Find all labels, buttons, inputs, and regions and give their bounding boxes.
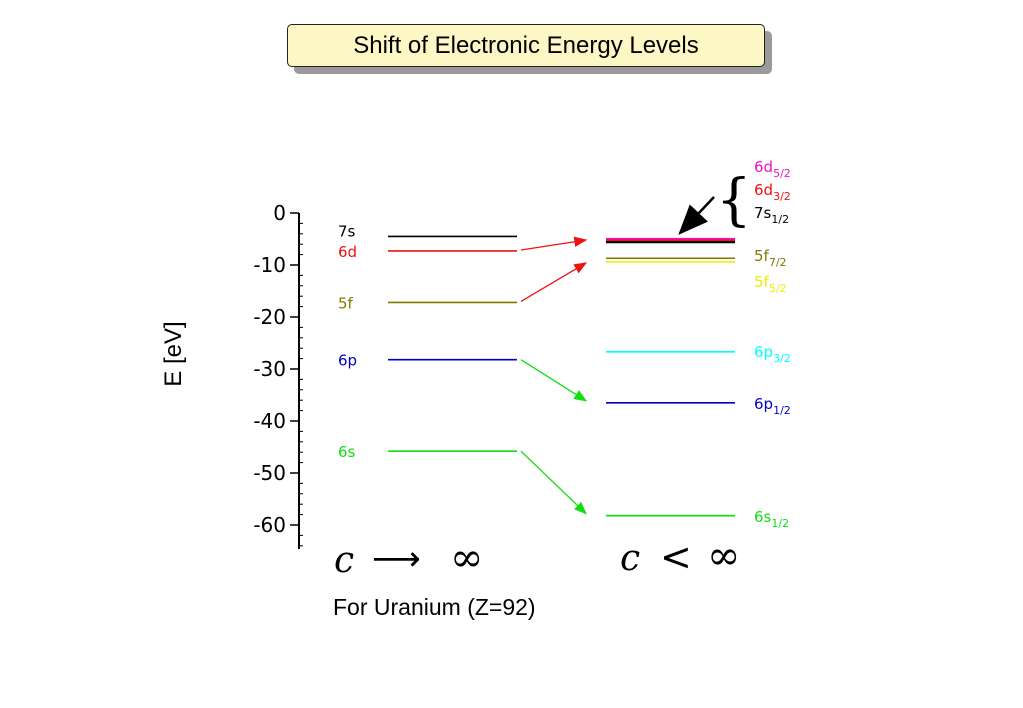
brace-pointer-arrow <box>678 196 715 235</box>
shift-arrow <box>520 450 587 515</box>
page-title: Shift of Electronic Energy Levels <box>287 24 765 67</box>
infinity-symbol-rel: ∞ <box>707 533 740 579</box>
level-label-main: 5f <box>754 247 770 265</box>
level-label-subscript: 1/2 <box>773 404 791 417</box>
less-than-symbol: < <box>660 535 692 579</box>
level-label-left: 7s <box>338 222 356 240</box>
y-tick-label: -30 <box>253 357 286 381</box>
shift-arrow <box>520 262 588 302</box>
level-label-right: 6s1/2 <box>754 508 789 530</box>
level-label-subscript: 3/2 <box>773 190 791 203</box>
shift-arrow <box>520 236 588 251</box>
infinity-symbol: ∞ <box>450 535 483 581</box>
level-label-main: 6p <box>754 343 773 361</box>
caption: For Uranium (Z=92) <box>333 594 536 620</box>
level-label-subscript: 5/2 <box>773 167 791 180</box>
level-label-left: 6s <box>338 443 356 461</box>
y-tick-label: -50 <box>253 461 286 485</box>
level-label-main: 6p <box>754 395 773 413</box>
level-label-right: 6d3/2 <box>754 181 791 203</box>
brace-symbol: { <box>716 168 752 233</box>
y-tick-label: -60 <box>253 513 286 537</box>
level-label-right: 5f7/2 <box>754 247 787 269</box>
regime-c-symbol-rel: c <box>620 538 640 579</box>
level-label-main: 6d <box>754 158 773 176</box>
level-label-right: 6d5/2 <box>754 158 791 180</box>
regime-label-relativistic: c < ∞ <box>620 533 740 579</box>
y-tick-label: -20 <box>253 305 286 329</box>
regime-label-nonrelativistic: c ⟶ ∞ <box>334 535 483 581</box>
level-label-right: 7s1/2 <box>754 204 789 226</box>
y-tick-label: -10 <box>253 253 286 277</box>
level-label-main: 7s <box>754 204 772 222</box>
level-label-main: 5f <box>754 273 770 291</box>
level-label-subscript: 1/2 <box>771 213 789 226</box>
y-tick-label: -40 <box>253 409 286 433</box>
level-label-left: 6d <box>338 243 357 261</box>
arrow-symbol: ⟶ <box>372 539 421 579</box>
level-label-main: 6s <box>754 508 772 526</box>
level-label-left: 5f <box>338 294 354 312</box>
level-label-main: 6d <box>754 181 773 199</box>
level-label-subscript: 3/2 <box>773 352 791 365</box>
shift-arrow <box>520 359 588 402</box>
level-label-subscript: 1/2 <box>771 517 789 530</box>
level-label-right: 6p3/2 <box>754 343 791 365</box>
level-label-right: 6p1/2 <box>754 395 791 417</box>
level-label-subscript: 5/2 <box>769 282 787 295</box>
regime-c-symbol: c <box>334 540 354 581</box>
level-label-left: 6p <box>338 352 357 370</box>
level-label-right: 5f5/2 <box>754 273 787 295</box>
y-tick-label: 0 <box>273 201 286 225</box>
y-axis-label: E [eV] <box>160 321 187 386</box>
level-label-subscript: 7/2 <box>769 256 787 269</box>
